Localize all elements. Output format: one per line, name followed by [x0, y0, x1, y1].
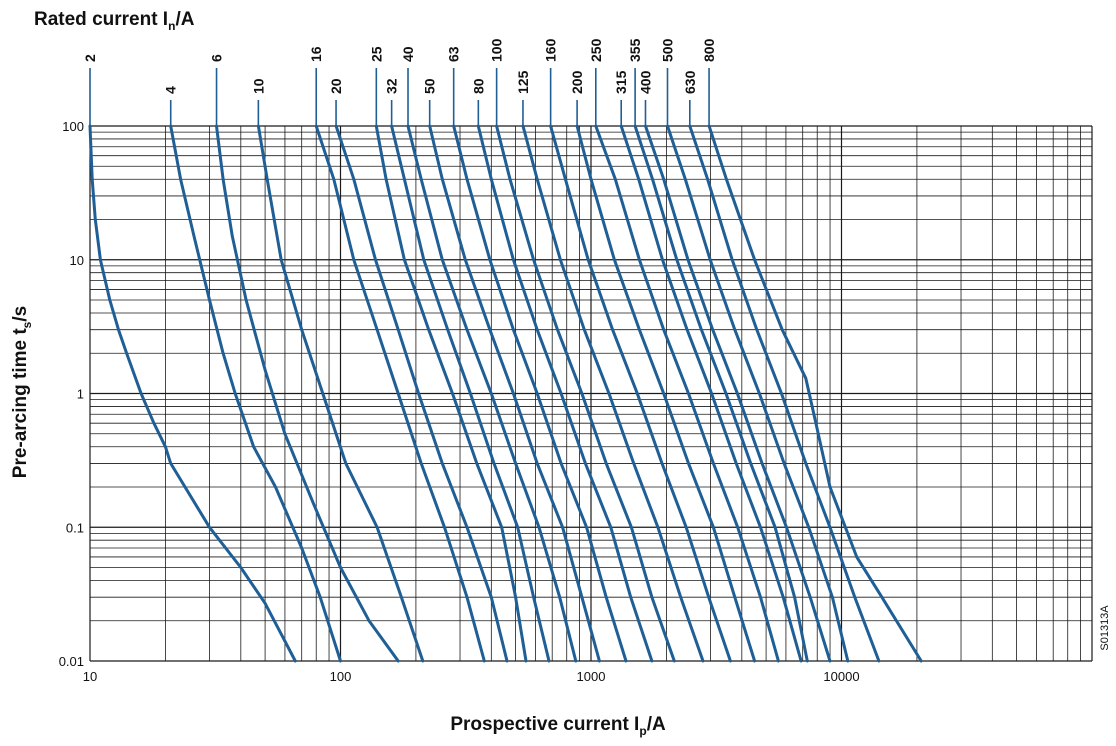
- curve-4A: [169, 124, 342, 663]
- y-tick-label: 10: [70, 253, 84, 268]
- characteristic-curves: [88, 124, 923, 663]
- x-tick-label: 1000: [577, 669, 606, 684]
- rating-label-500: 500: [660, 38, 676, 62]
- curve-250A: [594, 124, 780, 663]
- rating-label-200: 200: [569, 70, 585, 94]
- curve-400A: [644, 124, 832, 663]
- curve-2A: [88, 124, 297, 663]
- curve-160A: [549, 124, 732, 663]
- curve-6A: [215, 124, 400, 663]
- rating-label-355: 355: [627, 38, 643, 62]
- rating-label-63: 63: [446, 46, 462, 62]
- curve-125A: [521, 124, 705, 663]
- chart-title: Rated current In/A: [34, 9, 195, 33]
- y-tick-labels: 0.01 0.1 1 10 100: [59, 119, 84, 669]
- rating-label-100: 100: [489, 38, 505, 62]
- figure-code: S01313A: [1099, 605, 1111, 651]
- curve-63A: [452, 124, 628, 663]
- curve-80A: [476, 124, 654, 663]
- rating-label-16: 16: [308, 46, 324, 62]
- curve-25A: [374, 124, 528, 663]
- curve-630A: [688, 124, 881, 663]
- curve-100A: [495, 124, 676, 663]
- rating-label-400: 400: [638, 70, 654, 94]
- rating-label-160: 160: [543, 38, 559, 62]
- rating-label-250: 250: [588, 38, 604, 62]
- rating-label-125: 125: [515, 70, 531, 94]
- x-axis-title: Prospective current Ip/A: [450, 714, 666, 738]
- curve-16A: [314, 124, 486, 663]
- rating-label-20: 20: [328, 78, 344, 94]
- rating-label-4: 4: [163, 86, 179, 94]
- x-tick-label: 10: [83, 669, 97, 684]
- curve-32A: [390, 124, 551, 663]
- y-axis-title: Pre-arcing time ts/s: [10, 306, 34, 478]
- rating-label-40: 40: [400, 46, 416, 62]
- rating-label-32: 32: [384, 78, 400, 94]
- curve-50A: [428, 124, 601, 663]
- rating-label-80: 80: [470, 78, 486, 94]
- rating-label-630: 630: [682, 70, 698, 94]
- rating-label-800: 800: [701, 38, 717, 62]
- x-tick-label: 100: [330, 669, 352, 684]
- y-tick-label: 0.1: [66, 520, 84, 535]
- x-tick-labels: 10 100 1000 10000: [83, 669, 860, 684]
- curve-800A: [707, 124, 923, 663]
- curve-10A: [256, 124, 425, 663]
- curve-20A: [334, 124, 509, 663]
- rating-label-2: 2: [82, 54, 98, 62]
- grid: [89, 125, 1093, 662]
- curve-40A: [406, 124, 578, 663]
- y-tick-label: 1: [77, 387, 84, 402]
- rating-label-315: 315: [613, 70, 629, 94]
- curve-355A: [633, 124, 809, 663]
- rating-label-50: 50: [422, 78, 438, 94]
- x-tick-label: 10000: [823, 669, 859, 684]
- curve-200A: [575, 124, 757, 663]
- rating-label-25: 25: [368, 46, 384, 62]
- curve-500A: [666, 124, 850, 663]
- y-tick-label: 0.01: [59, 654, 84, 669]
- rating-label-10: 10: [250, 78, 266, 94]
- rating-label-6: 6: [209, 54, 225, 62]
- y-tick-label: 100: [62, 119, 84, 134]
- curve-315A: [619, 124, 803, 663]
